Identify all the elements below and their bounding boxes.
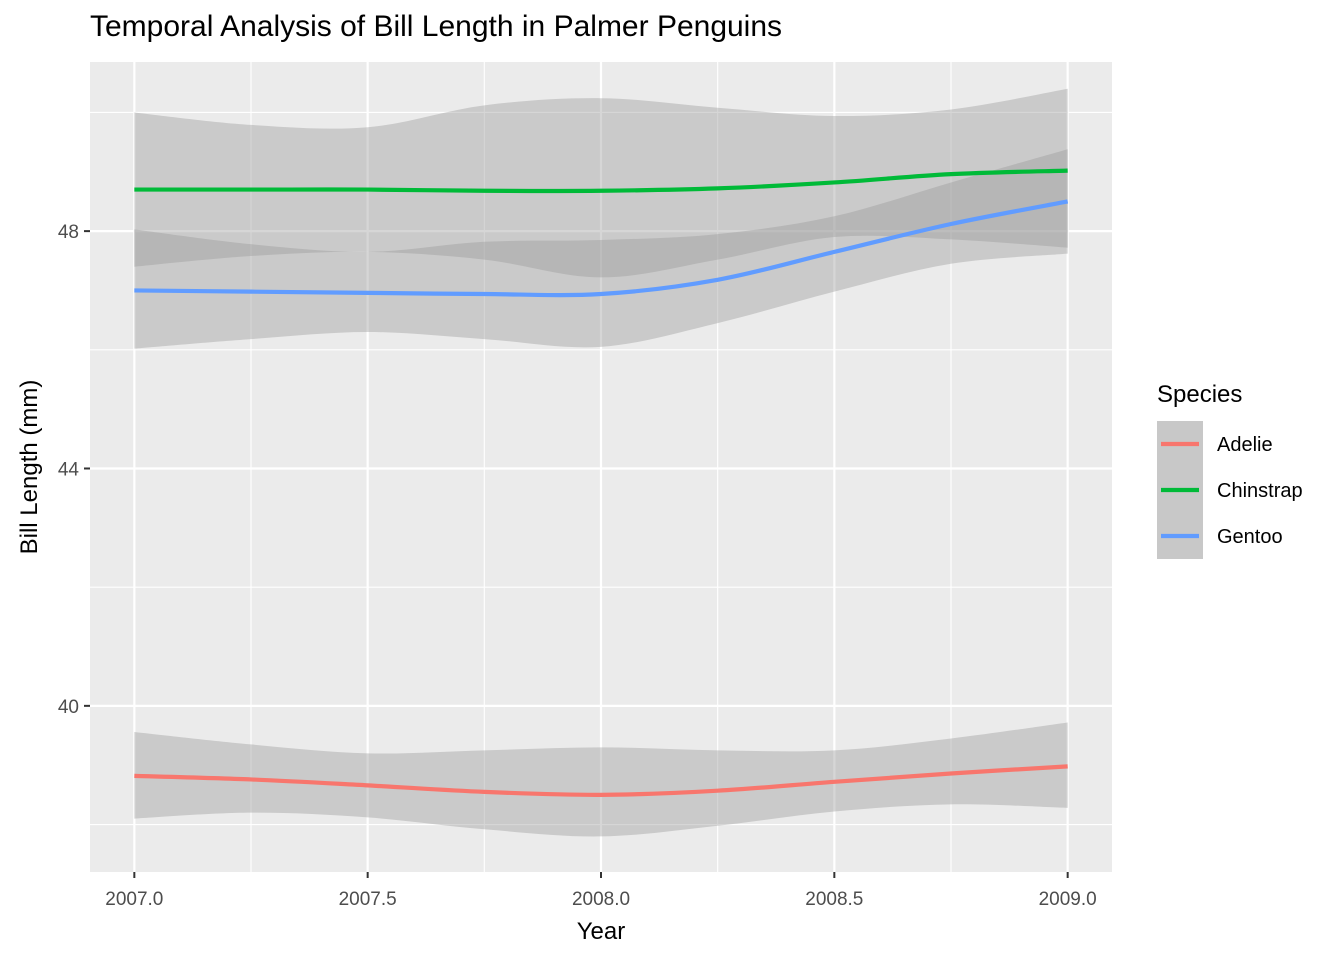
confidence-ribbons xyxy=(134,88,1068,837)
x-tick-label: 2009.0 xyxy=(1039,889,1097,910)
x-tick-label: 2007.0 xyxy=(105,889,163,910)
ribbon-chinstrap xyxy=(134,88,1068,278)
ribbon-gentoo xyxy=(134,149,1068,349)
legend-label-adelie: Adelie xyxy=(1217,434,1273,456)
line-adelie xyxy=(134,764,1068,797)
y-tick-label: 48 xyxy=(58,222,79,243)
x-axis: 2007.0 2007.5 2008.0 2008.5 2009.0 xyxy=(105,872,1097,910)
line-gentoo xyxy=(134,199,1069,298)
legend: Species Adelie Chinstrap Gentoo xyxy=(1157,381,1303,559)
line-chinstrap xyxy=(134,168,1068,194)
y-tick-label: 44 xyxy=(58,459,80,480)
series-lines xyxy=(134,168,1069,797)
x-axis-title: Year xyxy=(577,918,626,945)
grid-major xyxy=(90,62,1112,872)
legend-label-chinstrap: Chinstrap xyxy=(1217,480,1303,502)
legend-keys: Adelie Chinstrap Gentoo xyxy=(1157,421,1303,559)
x-tick-label: 2008.0 xyxy=(572,889,630,910)
y-tick-label: 40 xyxy=(58,697,79,718)
x-tick-label: 2007.5 xyxy=(339,889,397,910)
legend-label-gentoo: Gentoo xyxy=(1217,526,1283,548)
chart-title: Temporal Analysis of Bill Length in Palm… xyxy=(90,10,783,43)
y-axis-title: Bill Length (mm) xyxy=(16,380,43,555)
legend-title: Species xyxy=(1157,381,1242,408)
y-axis: 40 44 48 xyxy=(58,222,90,718)
x-tick-label: 2008.5 xyxy=(805,889,863,910)
ribbon-adelie xyxy=(134,722,1068,837)
